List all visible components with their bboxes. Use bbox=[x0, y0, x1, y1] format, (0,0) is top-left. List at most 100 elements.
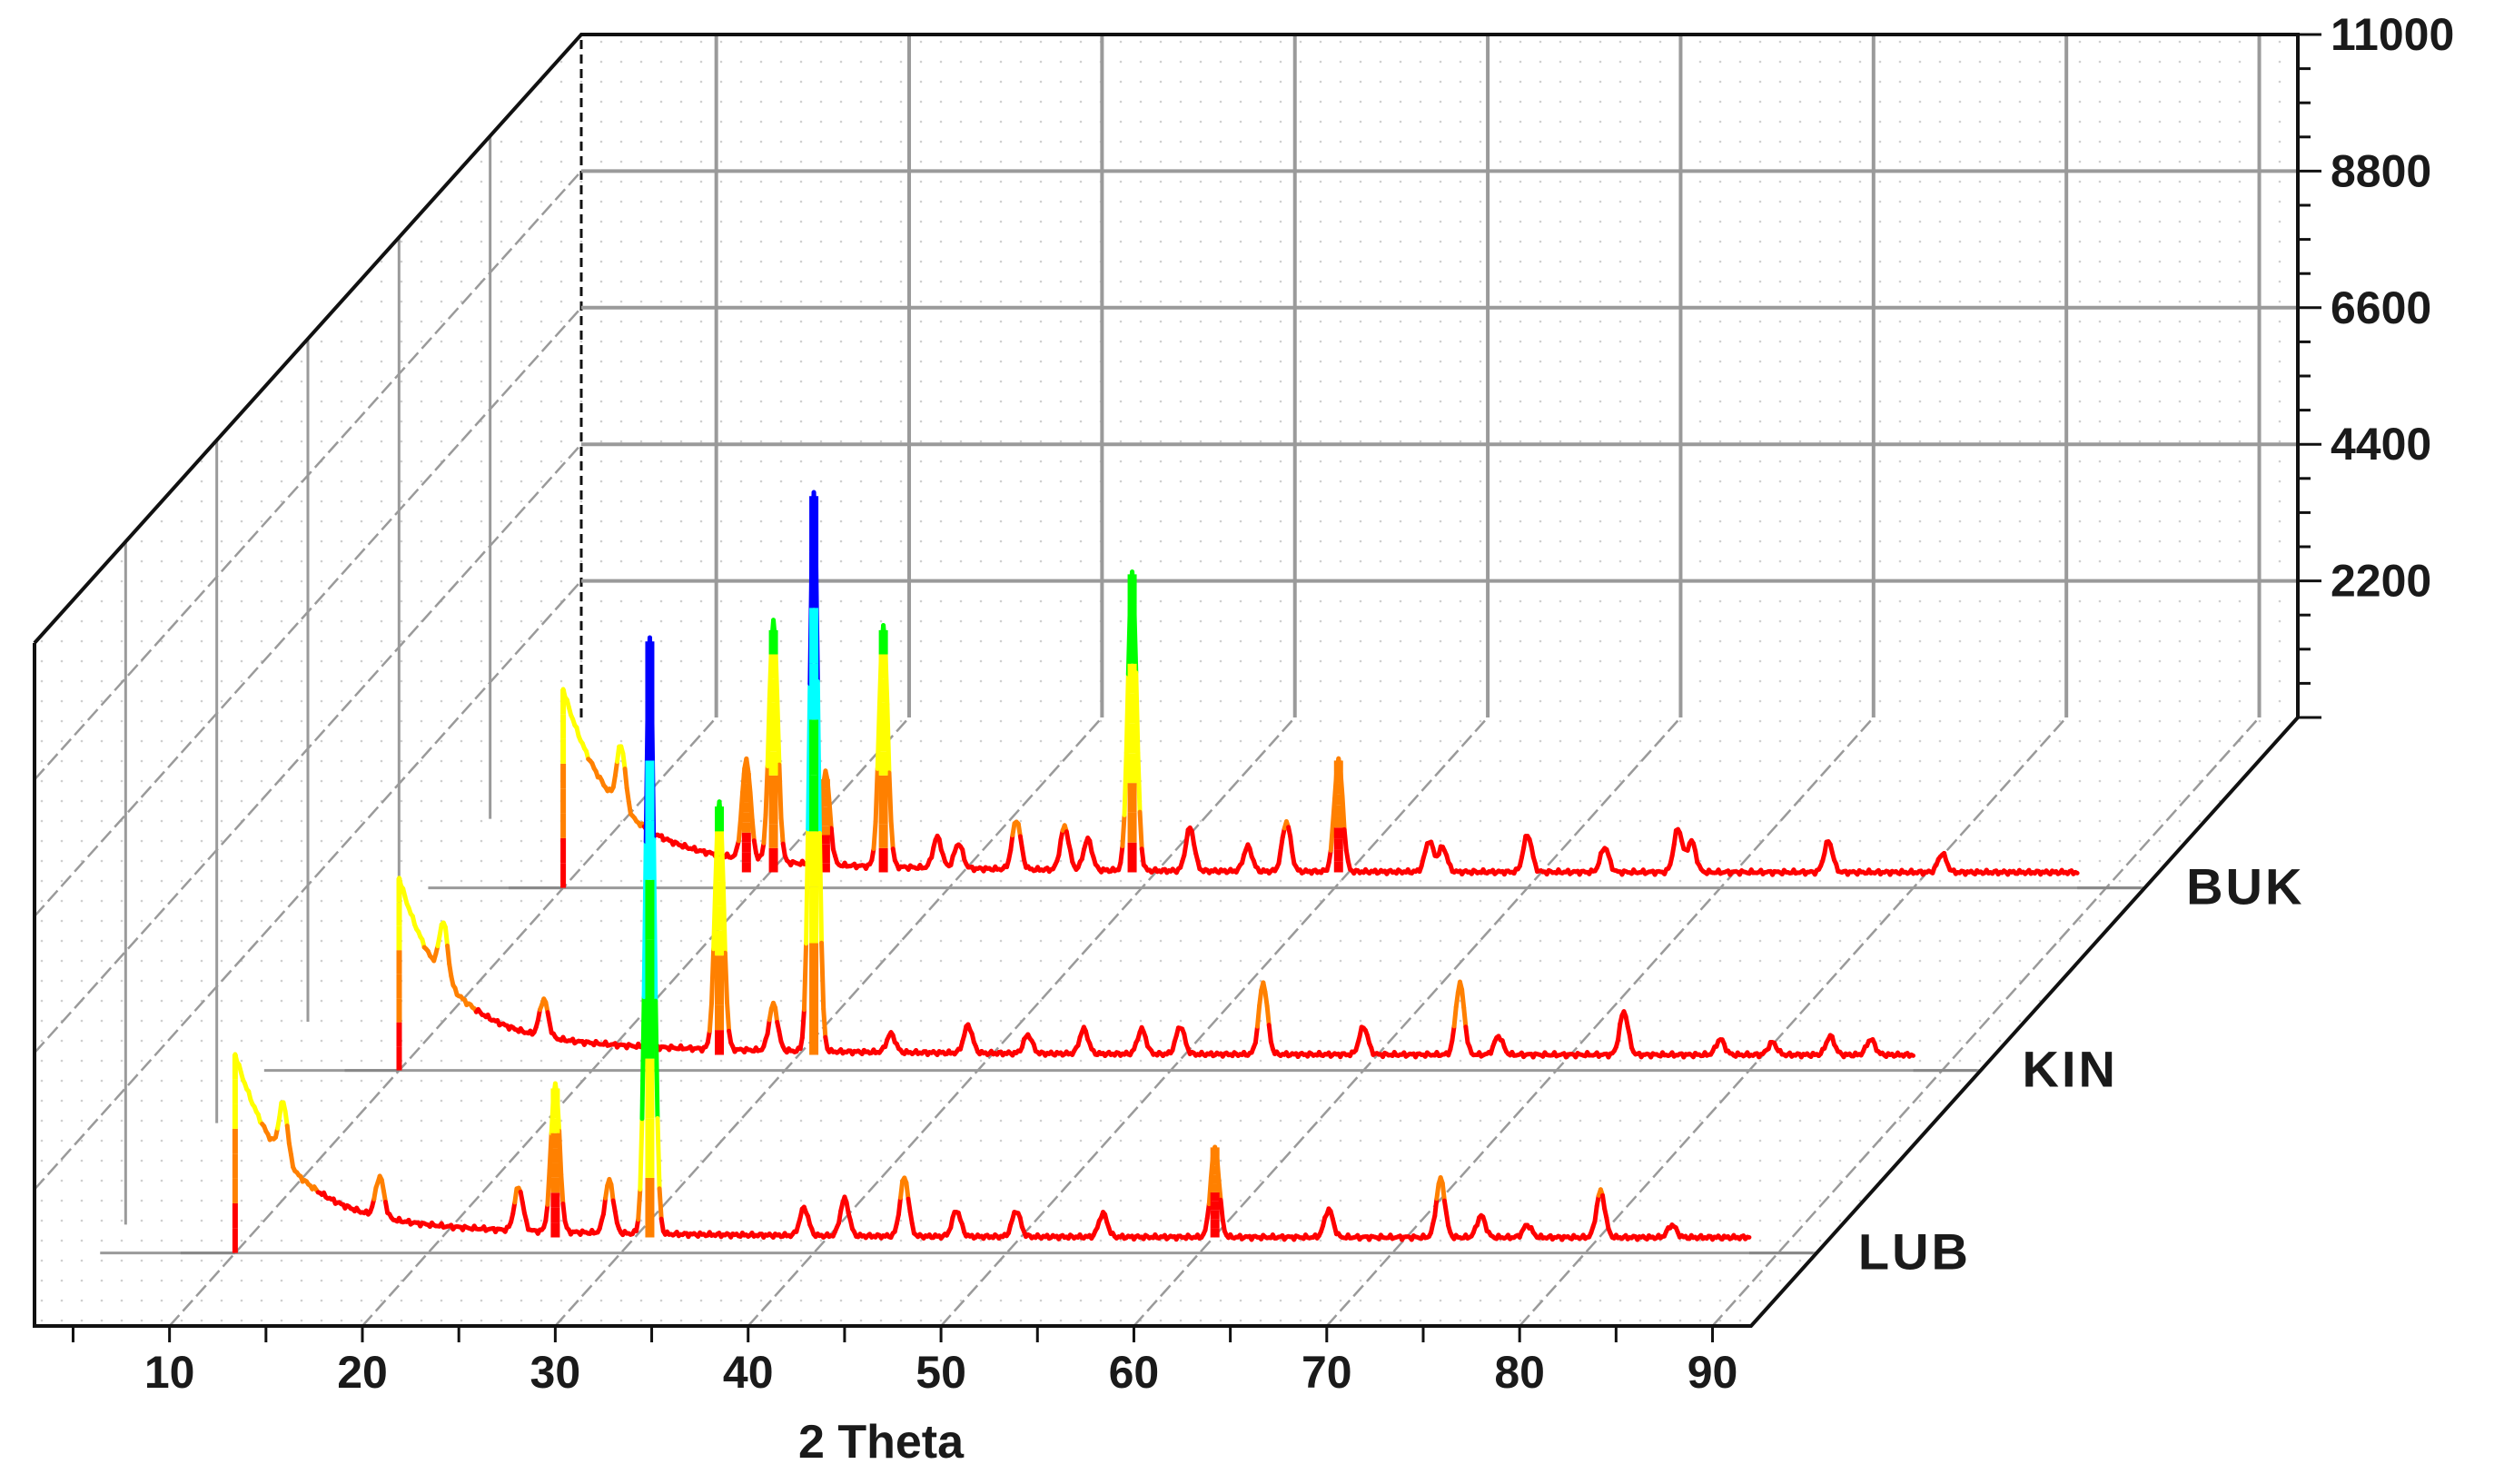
series-segment bbox=[1341, 826, 1349, 853]
series-segment bbox=[638, 1116, 645, 1192]
series-lub: LUB bbox=[180, 635, 1971, 1281]
series-segment bbox=[624, 786, 631, 805]
series-kin: KIN bbox=[344, 490, 2118, 1098]
series-segment bbox=[1671, 827, 1678, 847]
floor-diagonal bbox=[554, 717, 1104, 1327]
back-wall bbox=[581, 35, 2298, 717]
series-segment bbox=[1328, 823, 1335, 853]
series-segment bbox=[1463, 1024, 1470, 1045]
chart-axes: 2 Theta 2200 4400 6600 8800 11000 10 20 30 40 50 6… bbox=[33, 9, 2454, 1469]
series-segment bbox=[622, 767, 629, 791]
series-segment bbox=[1137, 809, 1144, 852]
floor-diagonal bbox=[747, 717, 1296, 1327]
x-axis-title: 2 Theta bbox=[798, 1416, 965, 1469]
series-segment bbox=[1120, 812, 1127, 849]
series-segment bbox=[1616, 1021, 1623, 1043]
series-label-kin: KIN bbox=[2023, 1041, 2118, 1098]
series-label-lub: LUB bbox=[1858, 1223, 1971, 1281]
series-segment bbox=[722, 950, 730, 1005]
series-segment bbox=[1139, 846, 1146, 867]
series-label-buk: BUK bbox=[2186, 858, 2304, 915]
series-segment bbox=[1183, 827, 1191, 846]
x-tick-label: 70 bbox=[1302, 1347, 1352, 1398]
series-segment bbox=[904, 1180, 911, 1202]
series-segment bbox=[799, 1007, 807, 1041]
series-segment bbox=[560, 1201, 568, 1223]
series-segment bbox=[1908, 1052, 1916, 1058]
series-segment bbox=[636, 1186, 643, 1222]
series-segment bbox=[1008, 833, 1015, 853]
floor-diagonal bbox=[1133, 717, 1682, 1327]
series-segment bbox=[445, 943, 452, 966]
series-segment bbox=[600, 1195, 609, 1217]
x-tick-label: 20 bbox=[337, 1347, 388, 1398]
series-segment bbox=[639, 994, 647, 1122]
floor-diagonal bbox=[940, 717, 1490, 1327]
series-segment bbox=[1254, 1003, 1262, 1029]
series-segment bbox=[896, 1195, 904, 1217]
series-segment bbox=[736, 816, 743, 844]
series-segment bbox=[612, 759, 620, 778]
x-tick-label: 80 bbox=[1494, 1347, 1545, 1398]
z-tick-label: 11000 bbox=[2331, 9, 2454, 60]
series-segment bbox=[1432, 1196, 1440, 1219]
series-segment bbox=[1122, 750, 1129, 817]
series-segment bbox=[657, 1186, 664, 1222]
series-segment bbox=[277, 1100, 284, 1120]
series-segment bbox=[777, 762, 784, 821]
z-tick-label: 6600 bbox=[2331, 282, 2431, 333]
series-segment bbox=[1440, 1181, 1447, 1203]
x-tick-label: 50 bbox=[916, 1347, 966, 1398]
series-segment bbox=[1262, 989, 1270, 1009]
series-segment bbox=[801, 941, 809, 1013]
series-segment bbox=[817, 830, 825, 945]
series-segment bbox=[543, 1202, 550, 1223]
series-segment bbox=[545, 1168, 552, 1207]
x-tick-label: 90 bbox=[1688, 1347, 1738, 1398]
chart-series: BUK KIN LUB bbox=[180, 490, 2304, 1281]
series-segment bbox=[1252, 1024, 1260, 1045]
series-segment bbox=[282, 1109, 290, 1129]
series-segment bbox=[709, 946, 717, 1006]
series-segment bbox=[886, 770, 894, 824]
series-segment bbox=[898, 1178, 906, 1201]
series-segment bbox=[1218, 1197, 1225, 1222]
series-segment bbox=[559, 1172, 566, 1206]
series-segment bbox=[765, 1017, 772, 1036]
series-segment bbox=[725, 1000, 732, 1034]
series-segment bbox=[1461, 1005, 1469, 1030]
series-segment bbox=[873, 766, 880, 825]
series-segment bbox=[1204, 1202, 1212, 1222]
series-segment bbox=[1056, 837, 1064, 857]
series-segment bbox=[1266, 1023, 1273, 1044]
series-segment bbox=[1257, 987, 1264, 1008]
series-segment bbox=[1264, 1004, 1272, 1028]
x-tick-label: 30 bbox=[530, 1347, 581, 1398]
series-segment bbox=[804, 826, 811, 946]
series-segment bbox=[620, 751, 628, 772]
series-segment bbox=[1118, 844, 1125, 866]
series-segment bbox=[1453, 990, 1460, 1010]
chart-gridlines bbox=[34, 33, 2300, 1327]
series-segment bbox=[653, 998, 660, 1121]
series-segment bbox=[828, 826, 836, 852]
series-segment bbox=[761, 812, 768, 846]
floor-diagonal bbox=[1519, 717, 2068, 1327]
series-segment bbox=[1460, 987, 1467, 1011]
series-segment bbox=[615, 744, 622, 765]
series-segment bbox=[284, 1123, 292, 1146]
series-segment bbox=[707, 1001, 715, 1034]
series-segment bbox=[442, 925, 450, 948]
series-segment bbox=[763, 763, 770, 817]
series-segment bbox=[778, 816, 786, 846]
z-tick-label: 4400 bbox=[2331, 419, 2431, 470]
floor-diagonal bbox=[1711, 717, 2261, 1327]
x-tick-label: 40 bbox=[723, 1347, 774, 1398]
series-segment bbox=[1434, 1182, 1441, 1202]
floor-diagonal bbox=[168, 717, 718, 1327]
series-segment bbox=[749, 816, 757, 844]
floor-diagonal bbox=[1325, 717, 1875, 1327]
series-segment bbox=[821, 1006, 828, 1040]
